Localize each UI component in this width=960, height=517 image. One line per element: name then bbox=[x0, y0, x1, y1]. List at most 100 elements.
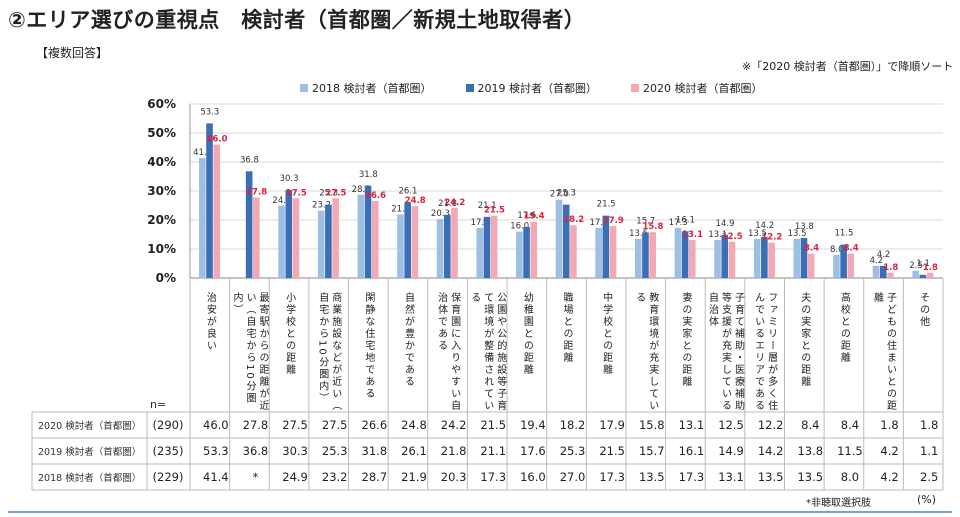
table-row-n: (235) bbox=[153, 444, 184, 458]
category-label: 内） bbox=[231, 291, 243, 316]
y-tick-label: 10% bbox=[147, 242, 176, 256]
bar-2019 bbox=[285, 190, 293, 278]
value-label-2019: 21.1 bbox=[478, 201, 497, 211]
value-label-2019: 17.6 bbox=[517, 211, 536, 221]
value-label-2020: 15.8 bbox=[642, 222, 663, 232]
category-label: 子どもの住まいとの距 bbox=[885, 292, 897, 412]
table-cell: 25.3 bbox=[560, 444, 586, 458]
bar-2019 bbox=[721, 234, 729, 278]
bar-2018 bbox=[912, 270, 919, 278]
footnote: *非聴取選択肢 bbox=[806, 498, 871, 509]
table-row-label: 2019 検討者（首都圏） bbox=[38, 446, 141, 458]
legend-item-2020: 2020 検討者（首都圏） bbox=[631, 80, 763, 96]
category-label: 治体である bbox=[436, 291, 448, 352]
bar-2020 bbox=[530, 221, 538, 278]
category-label: ファミリー層が多く住 bbox=[766, 292, 778, 412]
category-label: 公園や公的施設等子育 bbox=[495, 292, 507, 412]
bar-2018 bbox=[278, 205, 285, 278]
bar-2018 bbox=[634, 238, 642, 278]
bar-2019 bbox=[761, 236, 768, 278]
y-tick-label: 40% bbox=[147, 155, 176, 169]
bar-2018 bbox=[436, 219, 444, 278]
table-cell: 28.7 bbox=[362, 470, 388, 484]
value-label-2018: 16.0 bbox=[510, 222, 529, 232]
table-row-label: 2020 検討者（首都圏） bbox=[38, 420, 141, 432]
legend-label-2019: 2019 検討者（首都圏） bbox=[477, 82, 598, 95]
table-cell: 24.9 bbox=[282, 470, 308, 484]
table-cell: 17.9 bbox=[599, 418, 625, 432]
value-label-2018: 20.3 bbox=[431, 209, 450, 219]
bar-2020 bbox=[728, 241, 736, 278]
value-label-2020: 27.8 bbox=[246, 187, 267, 197]
table-cell: 16.1 bbox=[679, 444, 705, 458]
category-label: その他 bbox=[918, 292, 930, 328]
table-cell: 36.8 bbox=[243, 444, 269, 458]
legend-item-2018: 2018 検討者（首都圏） bbox=[300, 80, 432, 96]
value-label-2019: 4.2 bbox=[877, 250, 891, 260]
value-label-2020: 26.6 bbox=[365, 191, 386, 201]
bottom-divider bbox=[8, 511, 952, 513]
value-label-2018: 17.3 bbox=[589, 218, 608, 228]
bar-2019 bbox=[879, 265, 887, 278]
bar-2018 bbox=[476, 227, 484, 278]
table-cell: 24.2 bbox=[441, 418, 467, 432]
table-cell: 31.8 bbox=[362, 444, 388, 458]
table-cell: 20.3 bbox=[441, 470, 467, 484]
value-label-2018: 13.5 bbox=[629, 229, 648, 239]
bar-2020 bbox=[649, 232, 656, 278]
bar-2018 bbox=[793, 238, 801, 278]
bar-2020 bbox=[807, 253, 815, 278]
bar-2018 bbox=[199, 157, 206, 278]
table-row-label: 2018 検討者（首都圏） bbox=[38, 472, 141, 484]
value-label-2020: 1.8 bbox=[923, 263, 938, 273]
legend-item-2019: 2019 検討者（首都圏） bbox=[465, 80, 598, 96]
category-label: て環境が整備されてい bbox=[482, 292, 494, 412]
value-label-2019: 14.9 bbox=[716, 219, 735, 229]
y-tick-label: 30% bbox=[147, 184, 176, 198]
table-cell: 19.4 bbox=[520, 418, 546, 432]
bar-2018 bbox=[317, 210, 325, 278]
legend-label-2020: 2020 検討者（首都圏） bbox=[643, 82, 763, 95]
y-tick-label: 50% bbox=[147, 126, 176, 140]
value-label-2018: 13.5 bbox=[788, 229, 807, 239]
bar-2019 bbox=[325, 204, 332, 278]
table-cell: 18.2 bbox=[560, 418, 586, 432]
answer-type-label: 【複数回答】 bbox=[36, 46, 109, 60]
value-label-2018: 13.5 bbox=[748, 229, 767, 239]
table-cell: 14.9 bbox=[718, 444, 744, 458]
value-label-2020: 13.1 bbox=[682, 230, 703, 240]
category-label: んでいるエリアである bbox=[753, 292, 765, 412]
table-cell: 13.5 bbox=[639, 470, 665, 484]
value-label-2019: 25.3 bbox=[319, 189, 338, 199]
table-cell: 26.6 bbox=[362, 418, 388, 432]
table-cell: 27.8 bbox=[243, 418, 269, 432]
bar-2020 bbox=[292, 198, 300, 278]
value-label-2018: 4.2 bbox=[870, 256, 884, 266]
legend-swatch-2020 bbox=[631, 84, 639, 92]
category-label: 妻の実家との距離 bbox=[680, 291, 692, 388]
legend-swatch-2018 bbox=[300, 84, 308, 92]
value-label-2020: 18.2 bbox=[563, 215, 584, 225]
bar-2019 bbox=[404, 202, 411, 278]
table-cell: 21.9 bbox=[401, 470, 427, 484]
bar-2018 bbox=[595, 227, 602, 278]
value-label-2020: 17.9 bbox=[603, 216, 624, 226]
bar-2019 bbox=[523, 226, 530, 278]
table-cell: 27.5 bbox=[282, 418, 308, 432]
category-label: 保育園に入りやすい自 bbox=[449, 291, 461, 412]
table-cell: 1.1 bbox=[920, 444, 938, 458]
category-label: 高校との距離 bbox=[838, 291, 850, 364]
table-cell: 41.4 bbox=[203, 470, 229, 484]
value-label-2019: 36.8 bbox=[240, 155, 259, 165]
value-label-2019: 25.3 bbox=[557, 189, 576, 199]
bar-2018 bbox=[674, 227, 682, 278]
bar-2018 bbox=[753, 238, 761, 278]
value-label-2019: 14.2 bbox=[755, 221, 774, 231]
y-tick-label: 20% bbox=[147, 213, 176, 227]
value-label-2018: 17.3 bbox=[669, 218, 688, 228]
table-cell: 17.3 bbox=[599, 470, 625, 484]
bar-2019 bbox=[364, 185, 372, 278]
table-cell: 8.0 bbox=[841, 470, 859, 484]
bar-2019 bbox=[444, 214, 451, 278]
